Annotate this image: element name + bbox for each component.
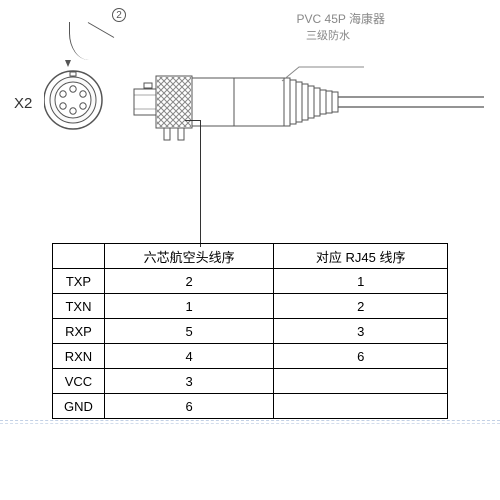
- table-body: TXP 2 1 TXN 1 2 RXP 5 3 RXN 4 6 VCC 3: [53, 269, 448, 419]
- cell-a: 1: [104, 294, 274, 319]
- x2-label: X2: [14, 95, 32, 112]
- cable-diagram: PVC 45P 海康器 三级防水 X2 2: [0, 5, 500, 230]
- header-six-core: 六芯航空头线序: [104, 244, 274, 269]
- cell-a: 4: [104, 344, 274, 369]
- page-break-line: [0, 423, 500, 424]
- table-row: RXN 4 6: [53, 344, 448, 369]
- header-rj45: 对应 RJ45 线序: [274, 244, 448, 269]
- cell-signal: TXP: [53, 269, 105, 294]
- cell-b: [274, 369, 448, 394]
- table-row: TXP 2 1: [53, 269, 448, 294]
- cell-b: 2: [274, 294, 448, 319]
- table-row: TXN 1 2: [53, 294, 448, 319]
- pvc-label: PVC 45P 海康器: [297, 10, 385, 27]
- cell-a: 2: [104, 269, 274, 294]
- cell-b: 3: [274, 319, 448, 344]
- table-row: VCC 3: [53, 369, 448, 394]
- cell-b: [274, 394, 448, 419]
- callout-leader: [88, 22, 114, 38]
- callout-badge: 2: [112, 8, 126, 22]
- cell-b: 6: [274, 344, 448, 369]
- table-leader-v: [200, 120, 201, 247]
- pvc-sublabel: 三级防水: [306, 27, 350, 43]
- cell-signal: RXP: [53, 319, 105, 344]
- table-leader-h: [185, 120, 201, 121]
- cell-signal: VCC: [53, 369, 105, 394]
- table-row: RXP 5 3: [53, 319, 448, 344]
- cell-signal: TXN: [53, 294, 105, 319]
- cell-a: 3: [104, 369, 274, 394]
- header-signal: [53, 244, 105, 269]
- connector-drawing: [44, 45, 484, 195]
- table-row: GND 6: [53, 394, 448, 419]
- cell-signal: GND: [53, 394, 105, 419]
- page-break-line: [0, 420, 500, 421]
- pin-mapping-table: 六芯航空头线序 对应 RJ45 线序 TXP 2 1 TXN 1 2 RXP 5…: [52, 243, 448, 419]
- cell-a: 5: [104, 319, 274, 344]
- cell-b: 1: [274, 269, 448, 294]
- cell-a: 6: [104, 394, 274, 419]
- cell-signal: RXN: [53, 344, 105, 369]
